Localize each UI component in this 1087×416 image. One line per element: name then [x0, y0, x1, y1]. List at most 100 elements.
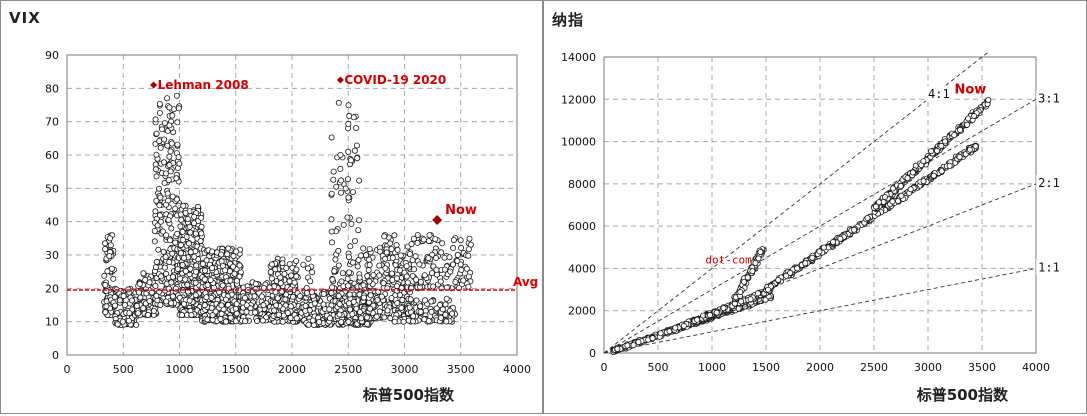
- data-point: [393, 275, 400, 282]
- data-point: [338, 278, 345, 285]
- data-point: [218, 251, 225, 258]
- data-point: [164, 190, 171, 197]
- data-point: [320, 301, 327, 308]
- data-point: [348, 220, 355, 227]
- data-point: [152, 208, 159, 215]
- data-point: [169, 112, 176, 119]
- data-point: [358, 315, 365, 322]
- data-point: [258, 293, 265, 300]
- data-point: [438, 249, 445, 256]
- data-point: [275, 311, 282, 318]
- data-point: [741, 278, 748, 285]
- data-point: [178, 311, 185, 318]
- data-point: [120, 293, 127, 300]
- data-point: [102, 309, 109, 316]
- data-point: [169, 193, 176, 200]
- data-point: [421, 297, 428, 304]
- data-point: [349, 311, 356, 318]
- data-point: [154, 222, 161, 229]
- data-point: [657, 330, 664, 337]
- data-point: [376, 272, 383, 279]
- data-point: [335, 247, 342, 254]
- data-point: [329, 284, 336, 291]
- data-point: [406, 304, 413, 311]
- data-point: [174, 230, 181, 237]
- data-point: [153, 130, 160, 137]
- data-point: [268, 261, 275, 268]
- y-tick-label: 4000: [568, 262, 596, 275]
- y-tick-label: 12000: [561, 93, 596, 106]
- data-point: [180, 202, 187, 209]
- data-point: [381, 233, 388, 240]
- data-point: [370, 272, 377, 279]
- data-point: [420, 236, 427, 243]
- data-point: [737, 289, 744, 296]
- data-point: [966, 146, 973, 153]
- data-point: [909, 169, 916, 176]
- data-point: [203, 257, 210, 264]
- data-point: [166, 161, 173, 168]
- covid-marker: [336, 76, 344, 84]
- data-point: [159, 228, 166, 235]
- plot-area-frame: [603, 56, 1037, 354]
- data-point: [192, 268, 199, 275]
- data-point: [373, 313, 380, 320]
- data-point: [614, 346, 621, 353]
- data-point: [414, 232, 421, 239]
- data-point: [316, 318, 323, 325]
- data-point: [231, 270, 238, 277]
- data-point: [345, 102, 352, 109]
- data-point: [172, 205, 179, 212]
- data-point: [938, 168, 945, 175]
- data-point: [345, 194, 352, 201]
- data-point: [624, 342, 631, 349]
- data-point: [204, 281, 211, 288]
- nasdaq-scatter-plot: 0 500 1000 1500 2000 2500 3000 3500 4000 0 2000 400…: [561, 51, 1065, 374]
- data-point: [672, 324, 679, 331]
- data-point: [297, 293, 304, 300]
- now-label: Now: [445, 203, 477, 218]
- data-point: [403, 273, 410, 280]
- data-point: [820, 244, 827, 251]
- data-point: [144, 311, 151, 318]
- data-point: [289, 293, 296, 300]
- data-point: [956, 153, 963, 160]
- data-point: [208, 294, 215, 301]
- data-point: [360, 282, 367, 289]
- data-point: [425, 238, 432, 245]
- data-point: [201, 276, 208, 283]
- data-point: [209, 265, 216, 272]
- dotcom-label: dot-com: [705, 253, 752, 266]
- data-point: [367, 292, 374, 299]
- data-point: [409, 318, 416, 325]
- data-point: [465, 252, 472, 259]
- y-tick-label: 50: [45, 182, 59, 195]
- x-tick-label: 500: [648, 361, 669, 374]
- data-point: [752, 259, 759, 266]
- data-point: [376, 262, 383, 269]
- data-point: [102, 240, 109, 247]
- data-point: [328, 290, 335, 297]
- data-point: [174, 141, 181, 148]
- data-point: [449, 310, 456, 317]
- data-point: [155, 185, 162, 192]
- data-point: [166, 104, 173, 111]
- data-point: [224, 251, 231, 258]
- data-point: [360, 294, 367, 301]
- data-point: [156, 101, 163, 108]
- data-point: [410, 235, 417, 242]
- data-point: [103, 303, 110, 310]
- data-point: [387, 240, 394, 247]
- data-point: [366, 261, 373, 268]
- data-point: [279, 260, 286, 267]
- y-tick-label: 30: [45, 249, 59, 262]
- data-point: [381, 314, 388, 321]
- data-point: [161, 136, 168, 143]
- data-point: [409, 257, 416, 264]
- data-point: [204, 316, 211, 323]
- data-point: [107, 242, 114, 249]
- data-point: [340, 221, 347, 228]
- data-point: [152, 116, 159, 123]
- data-point: [198, 223, 205, 230]
- data-point: [409, 272, 416, 279]
